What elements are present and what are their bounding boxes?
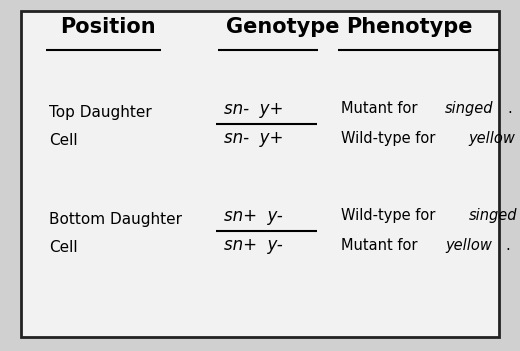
Text: Cell: Cell <box>49 240 78 255</box>
Text: .: . <box>506 238 511 253</box>
Text: Wild-type for: Wild-type for <box>341 131 439 146</box>
Text: yellow: yellow <box>469 131 515 146</box>
Text: Phenotype: Phenotype <box>346 17 472 37</box>
Text: singed: singed <box>445 101 494 116</box>
Text: yellow: yellow <box>445 238 492 253</box>
Text: sn-  y+: sn- y+ <box>224 129 283 147</box>
Text: Mutant for: Mutant for <box>341 101 422 116</box>
Text: .: . <box>508 101 513 116</box>
Text: Top Daughter: Top Daughter <box>49 105 152 120</box>
Text: Position: Position <box>60 17 155 37</box>
Text: sn+  y-: sn+ y- <box>224 236 282 254</box>
Text: Wild-type for: Wild-type for <box>341 208 439 223</box>
Text: Genotype: Genotype <box>226 17 340 37</box>
Text: sn-  y+: sn- y+ <box>224 100 283 118</box>
Text: Cell: Cell <box>49 133 78 148</box>
Text: sn+  y-: sn+ y- <box>224 207 282 225</box>
Text: singed: singed <box>469 208 517 223</box>
Text: Mutant for: Mutant for <box>341 238 422 253</box>
Text: Bottom Daughter: Bottom Daughter <box>49 212 183 227</box>
